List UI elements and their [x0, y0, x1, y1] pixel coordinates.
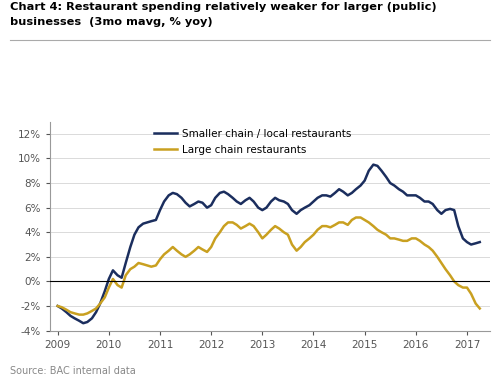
Large chain restaurants — [477, 306, 483, 311]
Line: Large chain restaurants: Large chain restaurants — [58, 217, 480, 315]
Large chain restaurants — [464, 285, 470, 290]
Large chain restaurants — [451, 279, 457, 284]
Large chain restaurants — [353, 215, 359, 220]
Smaller chain / local restaurants — [54, 304, 60, 308]
Line: Smaller chain / local restaurants: Smaller chain / local restaurants — [58, 165, 480, 323]
Legend: Smaller chain / local restaurants, Large chain restaurants: Smaller chain / local restaurants, Large… — [152, 127, 354, 157]
Large chain restaurants — [310, 233, 316, 237]
Text: Source: BAC internal data: Source: BAC internal data — [10, 366, 136, 376]
Large chain restaurants — [276, 226, 282, 231]
Smaller chain / local restaurants — [370, 162, 376, 167]
Large chain restaurants — [157, 257, 163, 261]
Smaller chain / local restaurants — [140, 222, 146, 226]
Text: Chart 4: Restaurant spending relatively weaker for larger (public): Chart 4: Restaurant spending relatively … — [10, 2, 436, 12]
Large chain restaurants — [54, 304, 60, 308]
Large chain restaurants — [140, 262, 146, 266]
Smaller chain / local restaurants — [80, 321, 86, 326]
Smaller chain / local restaurants — [451, 208, 457, 212]
Smaller chain / local restaurants — [276, 198, 282, 203]
Smaller chain / local restaurants — [464, 240, 470, 244]
Smaller chain / local restaurants — [477, 240, 483, 244]
Text: businesses  (3mo mavg, % yoy): businesses (3mo mavg, % yoy) — [10, 17, 212, 27]
Smaller chain / local restaurants — [157, 208, 163, 212]
Large chain restaurants — [76, 312, 82, 317]
Smaller chain / local restaurants — [310, 199, 316, 204]
